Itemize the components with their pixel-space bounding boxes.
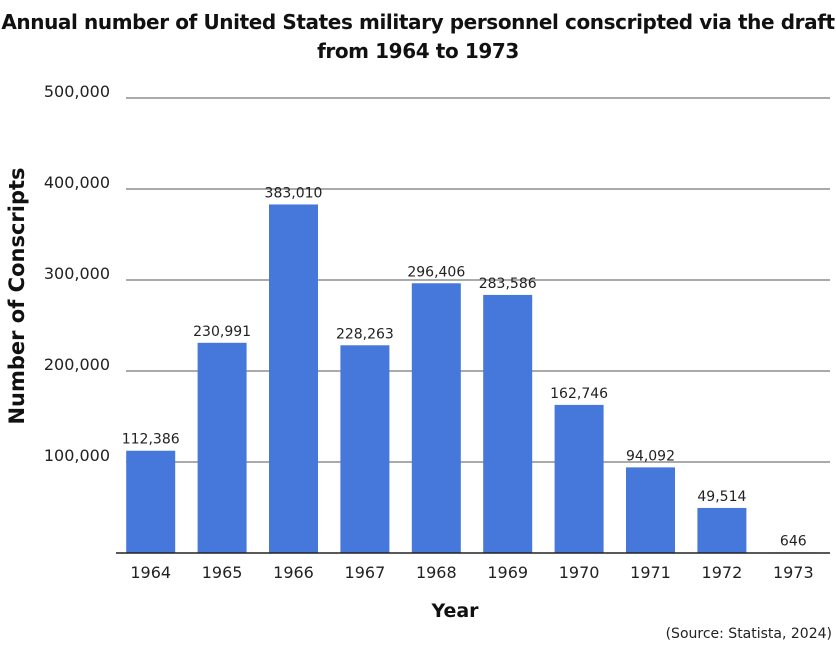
bar xyxy=(126,450,176,553)
x-tick-label: 1968 xyxy=(416,563,457,582)
bar xyxy=(340,345,390,553)
y-axis-tick-labels: 100,000 200,000 300,000 400,000 500,000 xyxy=(44,82,110,465)
bar xyxy=(554,404,604,553)
x-tick-label: 1970 xyxy=(559,563,600,582)
bar xyxy=(197,342,247,553)
bar xyxy=(626,467,675,553)
bar xyxy=(411,283,461,553)
bar xyxy=(269,204,318,553)
data-label: 49,514 xyxy=(697,489,746,505)
bar xyxy=(697,507,747,553)
bars xyxy=(126,204,818,553)
data-label: 228,263 xyxy=(336,326,394,342)
y-tick-label: 500,000 xyxy=(44,82,110,101)
x-tick-label: 1965 xyxy=(202,563,243,582)
x-tick-label: 1972 xyxy=(702,563,743,582)
y-tick-label: 300,000 xyxy=(44,264,110,283)
y-tick-label: 200,000 xyxy=(44,355,110,374)
x-tick-label: 1969 xyxy=(487,563,528,582)
data-label: 383,010 xyxy=(265,185,323,201)
data-label: 230,991 xyxy=(193,324,251,340)
chart-title: Annual number of United States military … xyxy=(1,10,835,63)
x-tick-label: 1964 xyxy=(130,563,171,582)
data-labels: 112,386 230,991 383,010 228,263 296,406 283,5… xyxy=(122,185,807,549)
y-axis-label: Number of Conscripts xyxy=(5,167,29,424)
bar xyxy=(483,294,533,553)
data-label: 283,586 xyxy=(479,276,537,292)
x-tick-label: 1966 xyxy=(273,563,314,582)
data-label: 112,386 xyxy=(122,432,180,448)
x-tick-label: 1967 xyxy=(345,563,386,582)
y-tick-label: 100,000 xyxy=(44,446,110,465)
source-note: (Source: Statista, 2024) xyxy=(665,626,832,642)
data-label: 646 xyxy=(780,533,807,549)
data-label: 94,092 xyxy=(626,448,675,464)
x-axis-tick-labels: 1964 1965 1966 1967 1968 1969 1970 1971 1972 1973 xyxy=(130,563,813,582)
data-label: 296,406 xyxy=(407,264,465,280)
data-label: 162,746 xyxy=(550,386,608,402)
x-axis-label: Year xyxy=(430,600,479,622)
y-tick-label: 400,000 xyxy=(44,173,110,192)
x-tick-label: 1971 xyxy=(630,563,671,582)
x-tick-label: 1973 xyxy=(773,563,814,582)
